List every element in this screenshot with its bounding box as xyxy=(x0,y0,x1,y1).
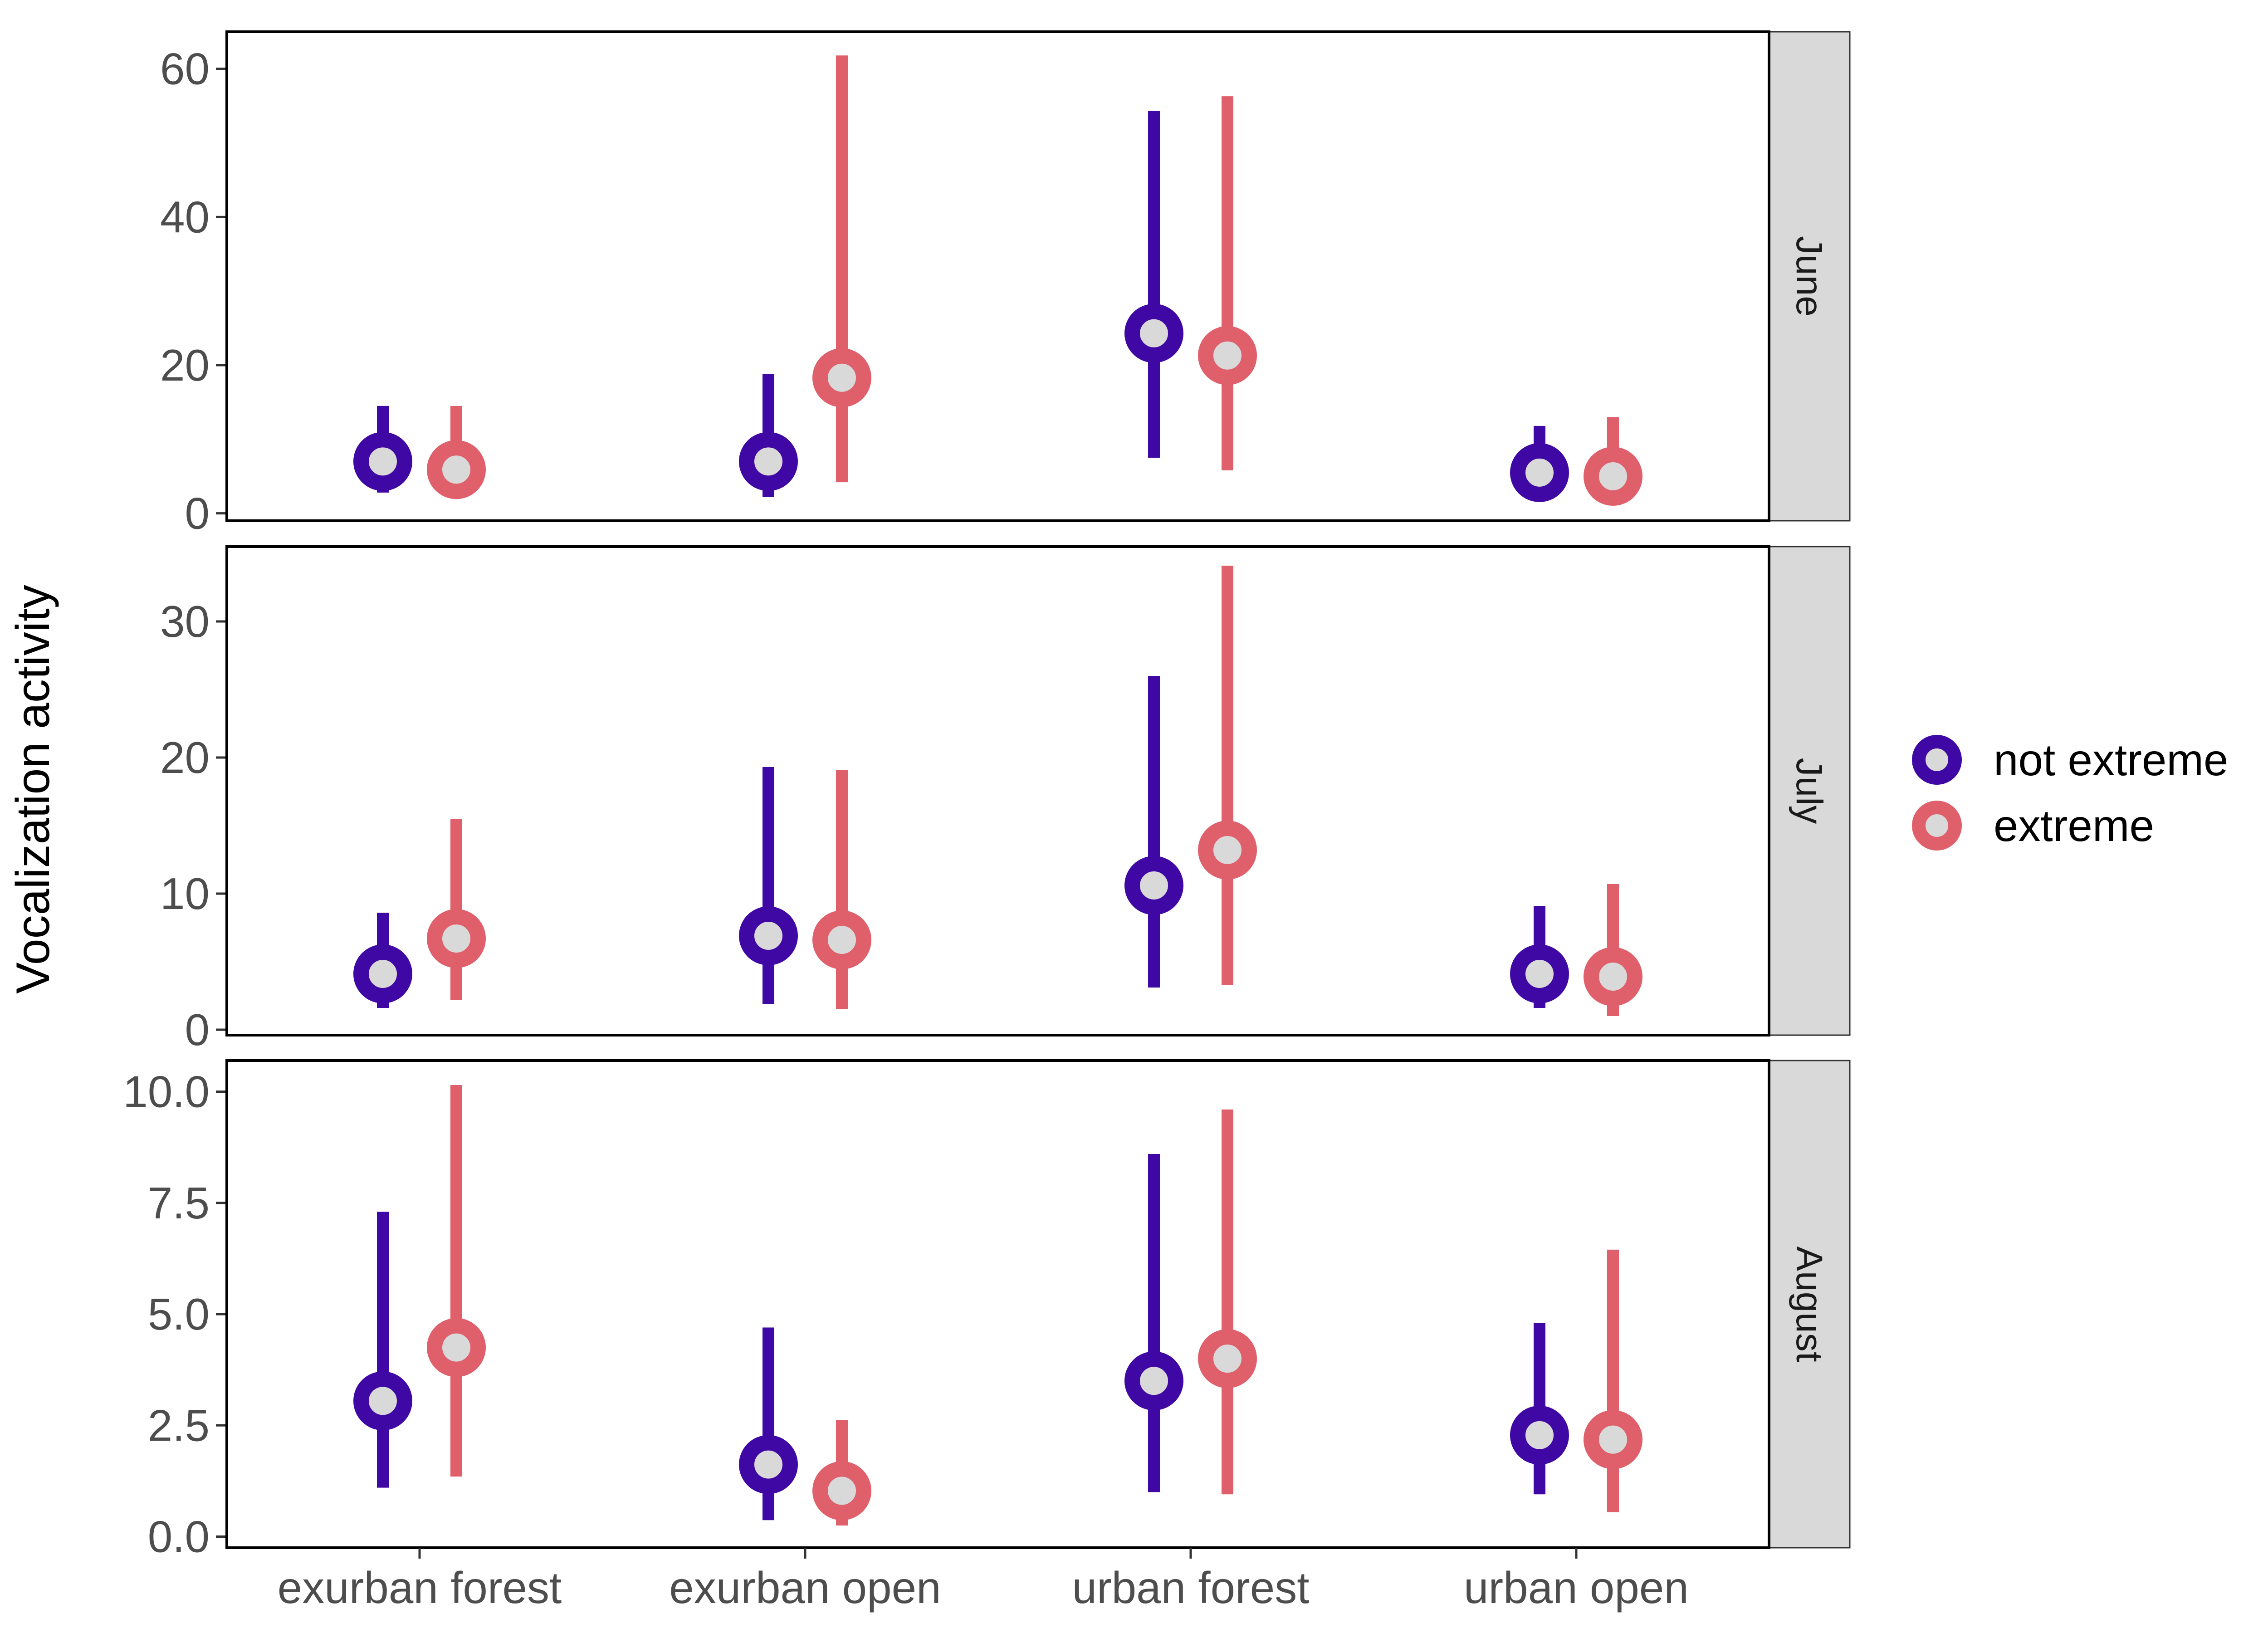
y-tick-label: 7.5 xyxy=(148,1178,210,1228)
point-estimate xyxy=(353,432,412,491)
legend-item: not extreme xyxy=(1912,735,2228,785)
point-estimate xyxy=(739,432,798,491)
panel-border xyxy=(225,30,1770,522)
point-estimate xyxy=(739,1435,798,1494)
y-tick-label: 0 xyxy=(185,489,210,538)
facet-strip xyxy=(1768,31,1851,522)
point-estimate xyxy=(427,909,486,968)
panels: June 0 20 40 60 July 0 10 20 30 August 0.0 2.5 5.0 7.5… xyxy=(123,30,1851,1613)
facet-strip-label: July xyxy=(1789,758,1830,824)
point-estimate xyxy=(812,1461,871,1521)
facet-strip-label: August xyxy=(1789,1246,1830,1362)
y-tick-label: 0.0 xyxy=(148,1511,210,1561)
point-estimate xyxy=(1124,856,1183,915)
point-estimate xyxy=(1584,947,1642,1006)
point-estimate xyxy=(739,906,798,965)
y-tick-label: 2.5 xyxy=(148,1400,210,1450)
point-estimate xyxy=(812,910,871,969)
y-tick-label: 60 xyxy=(160,44,210,94)
facet-strip xyxy=(1768,1060,1851,1549)
panel-july: July 0 10 20 30 xyxy=(160,545,1851,1055)
point-estimate xyxy=(427,440,486,499)
legend: not extreme extreme xyxy=(1912,735,2228,851)
x-tick-label: urban open xyxy=(1464,1563,1689,1613)
y-axis-title: Vocalization activity xyxy=(7,585,59,994)
y-tick-label: 10 xyxy=(160,869,210,919)
y-tick-label: 10.0 xyxy=(123,1067,210,1117)
point-estimate xyxy=(1510,1405,1569,1465)
panel-border xyxy=(225,545,1770,1037)
point-estimate xyxy=(427,1318,486,1377)
point-estimate xyxy=(353,1371,412,1431)
y-tick-label: 20 xyxy=(160,733,210,782)
y-tick-label: 40 xyxy=(160,192,210,242)
point-estimate xyxy=(353,944,412,1003)
legend-key xyxy=(1912,735,1962,785)
facet-strip xyxy=(1768,546,1851,1036)
panel-august: August 0.0 2.5 5.0 7.5 10.0 exurban forest exur… xyxy=(123,1059,1851,1613)
point-estimate xyxy=(1198,1329,1257,1389)
y-tick-label: 5.0 xyxy=(148,1289,210,1339)
point-estimate xyxy=(1124,1351,1183,1411)
legend-key xyxy=(1912,801,1962,851)
point-estimate xyxy=(1584,1410,1642,1469)
point-estimate xyxy=(1124,303,1183,363)
point-estimate xyxy=(1510,443,1569,502)
panel-june: June 0 20 40 60 xyxy=(160,30,1851,538)
legend-item: extreme xyxy=(1912,801,2154,851)
x-tick-label: exurban forest xyxy=(278,1563,562,1613)
y-tick-label: 20 xyxy=(160,340,210,390)
x-tick-label: exurban open xyxy=(669,1563,941,1613)
point-estimate xyxy=(1198,326,1257,385)
point-estimate xyxy=(1584,447,1642,506)
panel-border xyxy=(225,1059,1770,1549)
point-estimate xyxy=(812,348,871,407)
point-estimate xyxy=(1198,821,1257,880)
legend-label: extreme xyxy=(1994,801,2154,851)
y-tick-label: 0 xyxy=(185,1005,210,1055)
x-tick-label: urban forest xyxy=(1072,1563,1310,1613)
point-estimate xyxy=(1510,944,1569,1003)
y-tick-label: 30 xyxy=(160,596,210,646)
legend-label: not extreme xyxy=(1994,735,2228,785)
facet-strip-label: June xyxy=(1789,236,1830,317)
